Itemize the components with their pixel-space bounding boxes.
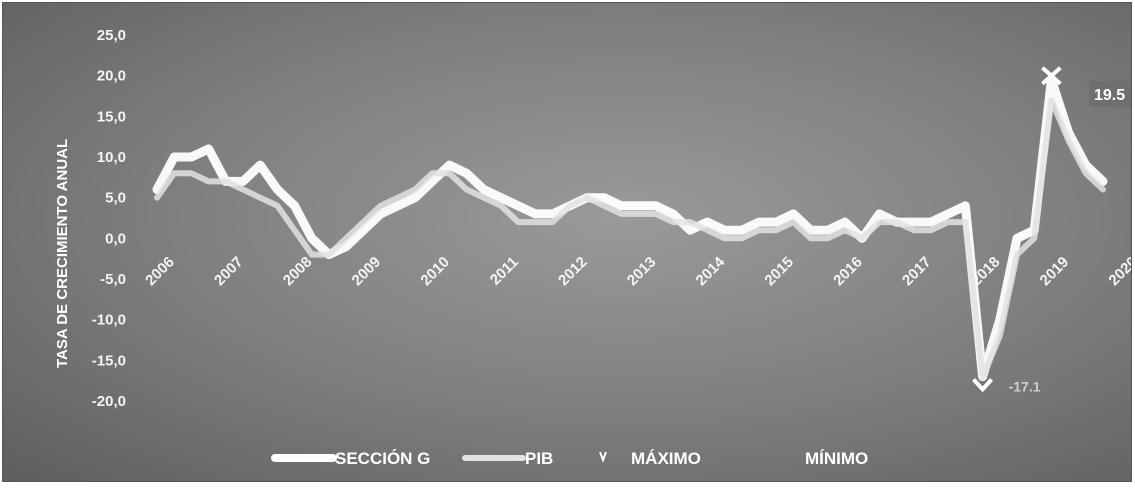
legend-item: MÁXIMO xyxy=(599,449,701,468)
legend-item: PIB xyxy=(462,449,553,468)
x-tick-label: 2013 xyxy=(624,254,660,290)
max-marker xyxy=(1041,66,1062,86)
x-tick-label: 2017 xyxy=(899,254,935,290)
y-axis-label: TASA DE CRECIMIENTO ANUAL xyxy=(54,139,71,368)
legend-label: MÍNIMO xyxy=(805,449,868,468)
y-ticks: 25,0 20,0 15,0 10,0 5,0 0,0 -5,0 -10,0 -15,0 -20,… xyxy=(92,27,126,410)
x-tick-label: 2007 xyxy=(211,254,247,290)
x-tick-label: 2006 xyxy=(142,254,178,290)
series-line-pib xyxy=(154,97,1106,381)
y-tick-label: 20,0 xyxy=(97,68,126,85)
line-chart: TASA DE CRECIMIENTO ANUAL 25,0 20,0 15,0 10… xyxy=(54,27,1131,468)
x-tick-label: 2016 xyxy=(830,254,866,290)
x-tick-label: 2015 xyxy=(761,254,797,290)
y-axis-label-group: TASA DE CRECIMIENTO ANUAL xyxy=(54,139,71,368)
x-tick-label: 2012 xyxy=(555,254,591,290)
legend-item: MÍNIMO xyxy=(805,449,868,468)
y-tick-label: -10,0 xyxy=(92,312,126,329)
x-tick-label: 2008 xyxy=(280,254,316,290)
legend: SECCIÓN G PIB MÁXIMO MÍNIMO xyxy=(271,449,868,468)
legend-label: MÁXIMO xyxy=(631,449,701,468)
series-layer xyxy=(152,75,1108,382)
x-tick-label: 2009 xyxy=(349,254,385,290)
y-tick-label: 5,0 xyxy=(105,190,126,207)
annotation-layer: 19.5 -17.1 xyxy=(972,66,1131,394)
legend-item: SECCIÓN G xyxy=(271,449,430,468)
y-tick-label: -15,0 xyxy=(92,352,126,369)
legend-swatch-marker xyxy=(599,451,607,463)
y-tick-label: 25,0 xyxy=(97,27,126,44)
y-tick-label: 0,0 xyxy=(105,230,126,247)
legend-label: SECCIÓN G xyxy=(335,449,430,468)
max-label-box xyxy=(1089,81,1131,107)
max-value-label: 19.5 xyxy=(1094,87,1125,104)
x-tick-label: 2010 xyxy=(417,254,453,290)
x-tick-label: 2020 xyxy=(1105,254,1131,290)
legend-label: PIB xyxy=(525,449,553,468)
x-tick-label: 2019 xyxy=(1037,254,1073,290)
y-tick-label: 10,0 xyxy=(97,149,126,166)
min-marker xyxy=(972,378,994,393)
x-tick-label: 2014 xyxy=(693,253,729,289)
x-tick-label: 2011 xyxy=(487,254,522,289)
min-value-label: -17.1 xyxy=(1009,378,1041,394)
x-ticks: 2006 2007 2008 2009 2010 2011 2012 2013 2014 2015… xyxy=(142,253,1131,290)
chart-frame: TASA DE CRECIMIENTO ANUAL 25,0 20,0 15,0 10… xyxy=(2,2,1132,482)
y-tick-label: 15,0 xyxy=(97,108,126,125)
y-tick-label: -20,0 xyxy=(92,393,126,410)
series-line-seccion-g xyxy=(152,75,1108,382)
y-tick-label: -5,0 xyxy=(100,271,126,288)
